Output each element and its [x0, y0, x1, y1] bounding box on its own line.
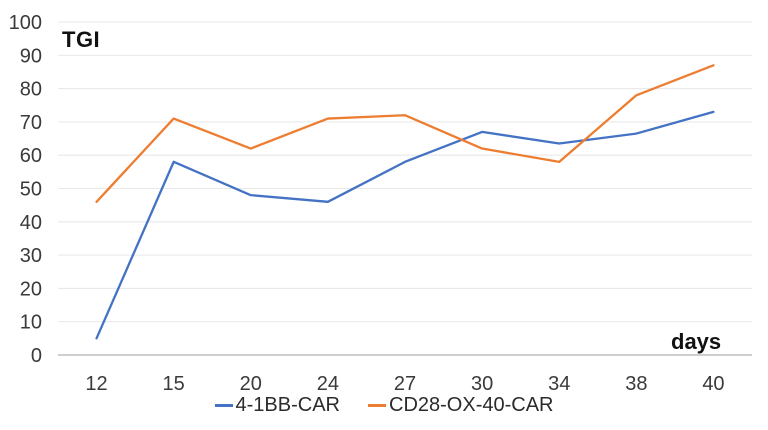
y-axis-tick-label: 20	[20, 278, 42, 300]
legend-label: CD28-OX-40-CAR	[389, 394, 554, 416]
y-axis-tick-label: 60	[20, 145, 42, 167]
legend-item-4-1bb-car: 4-1BB-CAR	[214, 394, 340, 417]
legend-line-sample-icon	[368, 404, 386, 407]
x-axis-tick-label: 40	[702, 373, 724, 395]
x-axis-tick-label: 27	[394, 373, 416, 395]
y-axis-title: TGI	[62, 27, 101, 52]
x-axis-tick-label: 15	[163, 373, 185, 395]
y-axis-tick-label: 0	[31, 345, 42, 367]
x-axis-tick-label: 24	[317, 373, 339, 395]
x-axis-tick-label: 12	[85, 373, 107, 395]
y-axis-tick-label: 10	[20, 312, 42, 334]
x-axis-tick-label: 20	[240, 373, 262, 395]
y-axis-tick-label: 40	[20, 212, 42, 234]
y-axis-tick-label: 30	[20, 245, 42, 267]
y-axis-tick-label: 90	[20, 45, 42, 67]
x-axis-tick-label: 30	[471, 373, 493, 395]
y-axis-tick-label: 80	[20, 79, 42, 101]
legend: 4-1BB-CAR CD28-OX-40-CAR	[0, 394, 768, 417]
series-line-4-1bb-car	[95, 110, 715, 340]
x-axis-tick-label: 34	[548, 373, 570, 395]
legend-line-sample-icon	[214, 404, 233, 407]
y-axis-tick-label: 70	[20, 112, 42, 134]
x-axis-tick-label: 38	[625, 373, 647, 395]
legend-label: 4-1BB-CAR	[235, 394, 340, 416]
legend-item-cd28-ox-40-car: CD28-OX-40-CAR	[368, 394, 553, 417]
x-axis-title: days	[671, 329, 722, 354]
y-axis-tick-label: 100	[9, 12, 42, 34]
y-axis-tick-label: 50	[20, 179, 42, 201]
series-line-cd28-ox-40-car	[95, 64, 715, 203]
